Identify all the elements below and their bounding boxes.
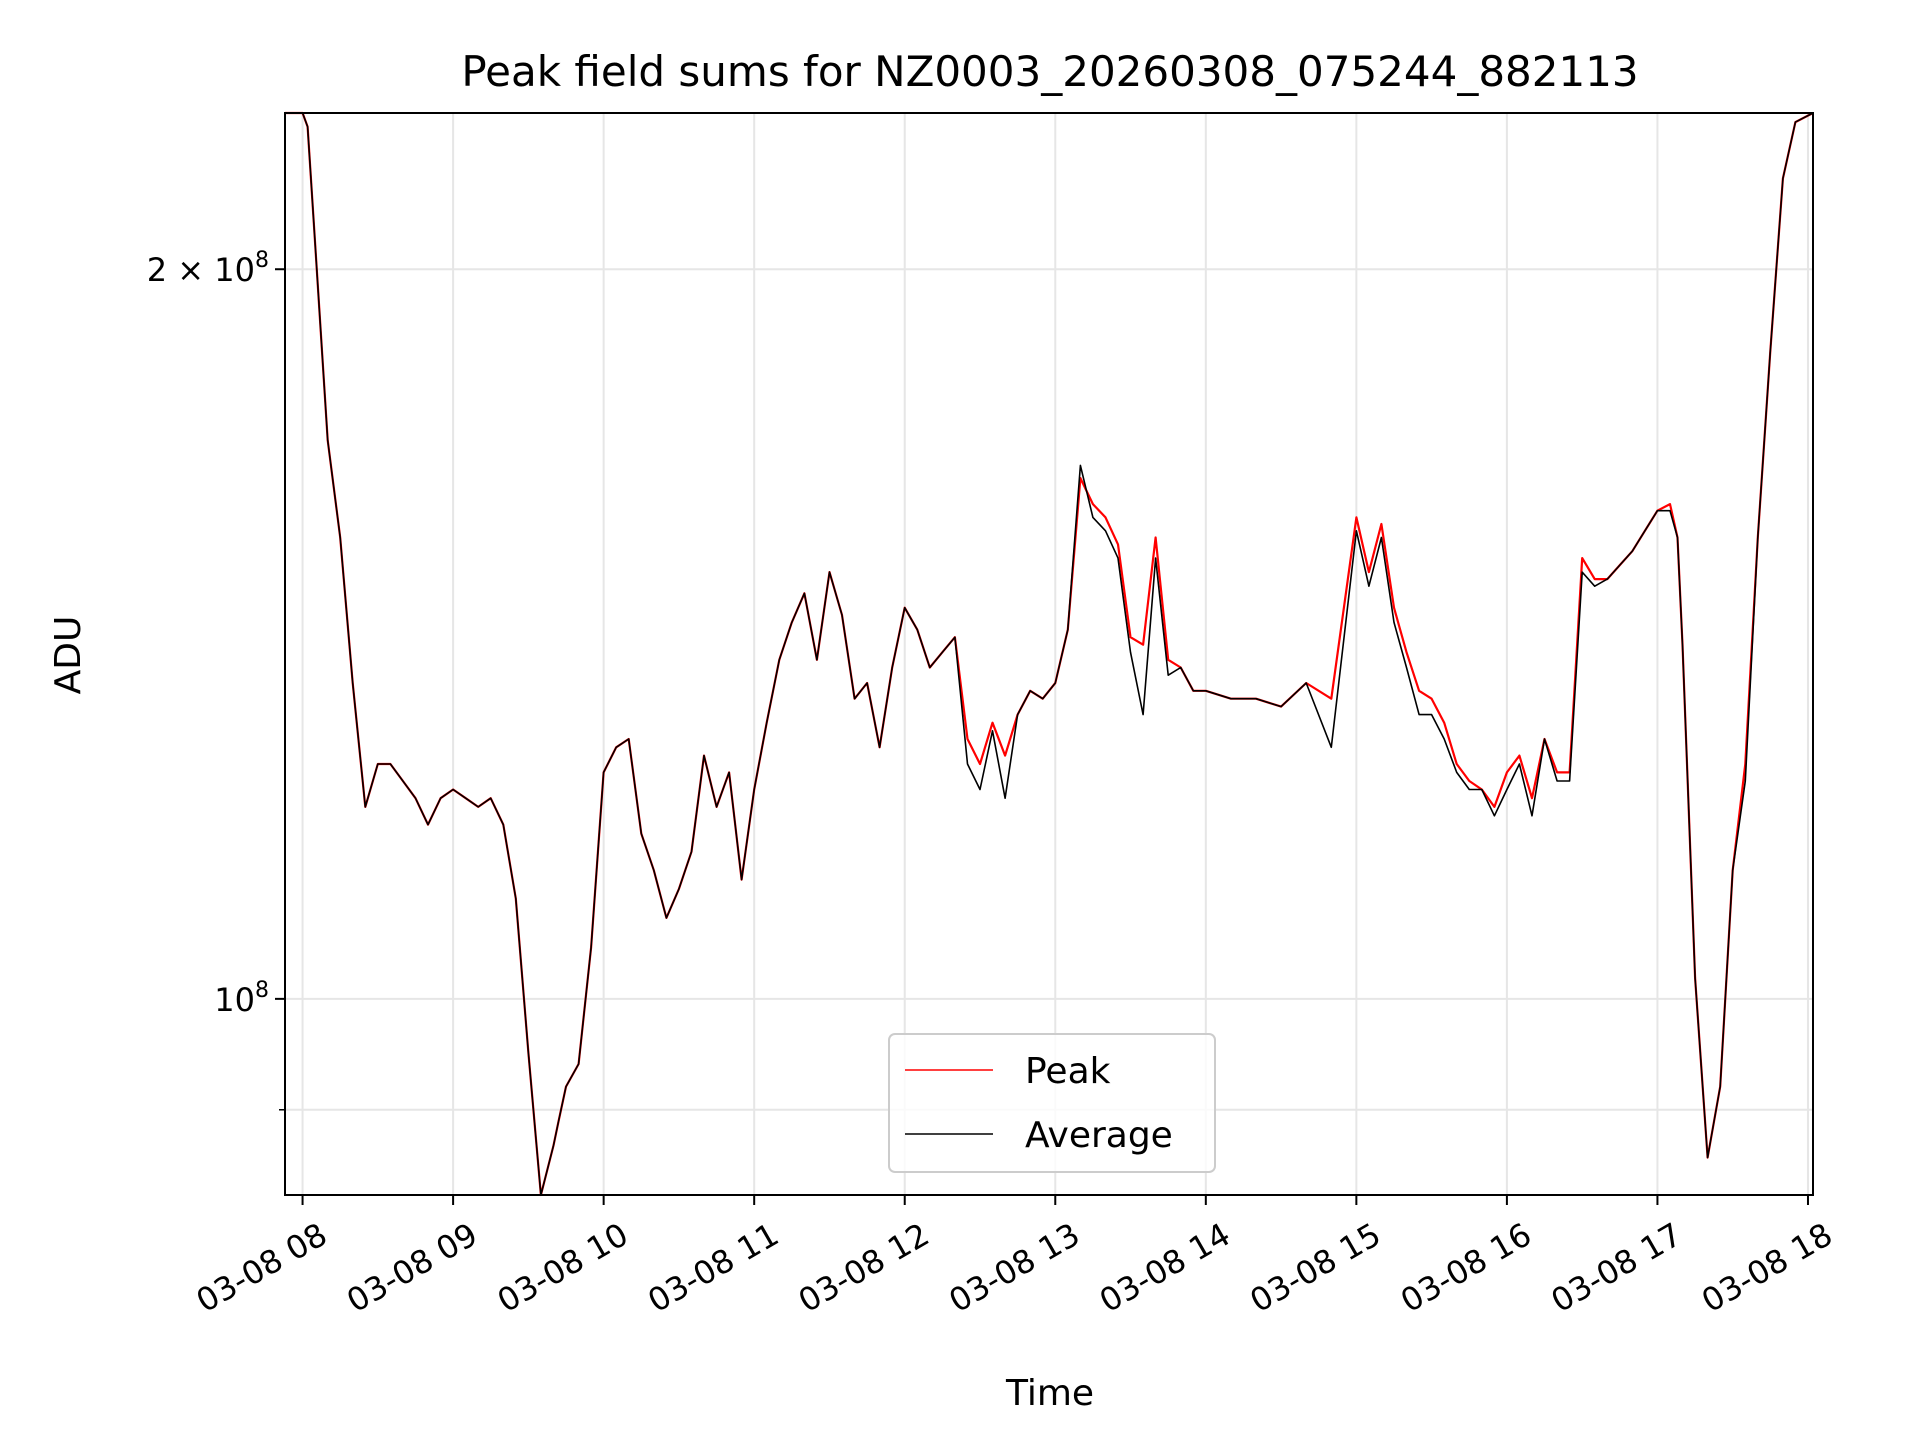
- series-lines: [285, 111, 1814, 1197]
- y-tick-exponent: 8: [255, 248, 269, 273]
- legend-label-average: Average: [1025, 1115, 1173, 1156]
- y-tick-label: 108: [214, 978, 269, 1019]
- plot-frame: [284, 112, 1814, 1196]
- chart-title: Peak field sums for NZ0003_20260308_0752…: [461, 47, 1638, 96]
- y-tick-mantissa: 2 ×: [147, 251, 215, 289]
- y-tick-exponent: 8: [255, 978, 269, 1003]
- legend-label-peak: Peak: [1025, 1051, 1111, 1092]
- y-axis-title: ADU: [48, 616, 89, 695]
- y-tick-base: 10: [214, 981, 255, 1019]
- legend: Peak Average: [888, 1033, 1216, 1173]
- series-line-average: [285, 112, 1814, 1196]
- y-tick-label: 2 × 108: [147, 248, 269, 289]
- y-tick-base: 10: [214, 251, 255, 289]
- x-axis-title: Time: [1005, 1373, 1094, 1414]
- legend-box: [888, 1033, 1216, 1173]
